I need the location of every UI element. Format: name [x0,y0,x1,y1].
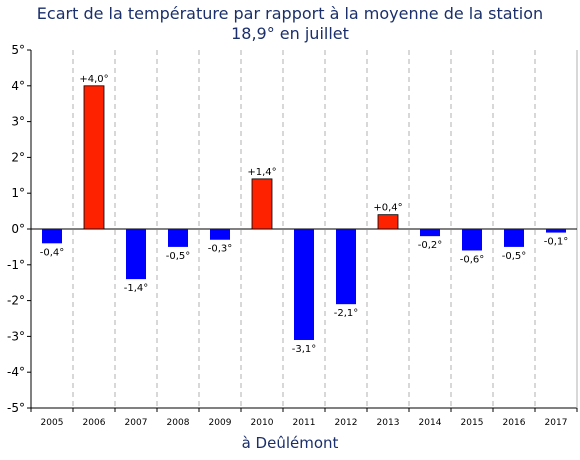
data-label: -3,1° [292,344,317,355]
y-tick-label: -2° [7,294,25,308]
x-tick-label: 2014 [419,418,442,428]
x-tick-label: 2016 [503,418,526,428]
x-tick-label: 2010 [251,418,274,428]
y-tick-label: 2° [11,150,25,164]
y-tick-label: -3° [7,329,25,343]
bar [251,178,273,230]
data-label: -2,1° [334,308,359,319]
y-tick-label: 3° [11,115,25,129]
x-tick-label: 2009 [209,418,232,428]
y-tick-label: -5° [7,401,25,415]
y-tick-label: -1° [7,258,25,272]
data-label: +0,4° [373,203,402,214]
bar [210,229,230,240]
y-tick-label: 4° [11,79,25,93]
x-tick-label: 2017 [545,418,568,428]
bar [377,214,399,230]
bar [126,229,146,280]
y-tick-label: 0° [11,222,25,236]
bar [168,229,188,247]
y-tick-label: 5° [11,43,25,57]
data-label: -1,4° [124,283,149,294]
bar [420,229,440,237]
bar [83,85,105,230]
data-label: -0,5° [502,251,527,262]
data-label: +1,4° [247,167,276,178]
chart-title-line1: Ecart de la température par rapport à la… [36,4,544,23]
data-label: -0,4° [40,247,65,258]
x-tick-label: 2013 [377,418,400,428]
bar [294,229,314,340]
bar [462,229,482,251]
x-tick-label: 2011 [293,418,316,428]
bar [504,229,524,247]
y-tick-label: 1° [11,186,25,200]
x-tick-label: 2007 [125,418,148,428]
data-label: -0,6° [460,254,485,265]
y-tick-label: -4° [7,365,25,379]
x-tick-label: 2015 [461,418,484,428]
data-label: -0,2° [418,240,443,251]
bar [336,229,356,305]
x-tick-label: 2005 [41,418,64,428]
x-tick-label: 2006 [83,418,106,428]
data-label: -0,1° [544,237,569,248]
bar [42,229,62,244]
x-tick-label: 2012 [335,418,358,428]
x-axis-label: à Deûlémont [241,434,339,452]
chart-title-line2: 18,9° en juillet [231,24,349,43]
x-tick-label: 2008 [167,418,190,428]
bar [546,229,566,233]
data-label: -0,5° [166,251,191,262]
data-label: +4,0° [79,74,108,85]
data-label: -0,3° [208,244,233,255]
